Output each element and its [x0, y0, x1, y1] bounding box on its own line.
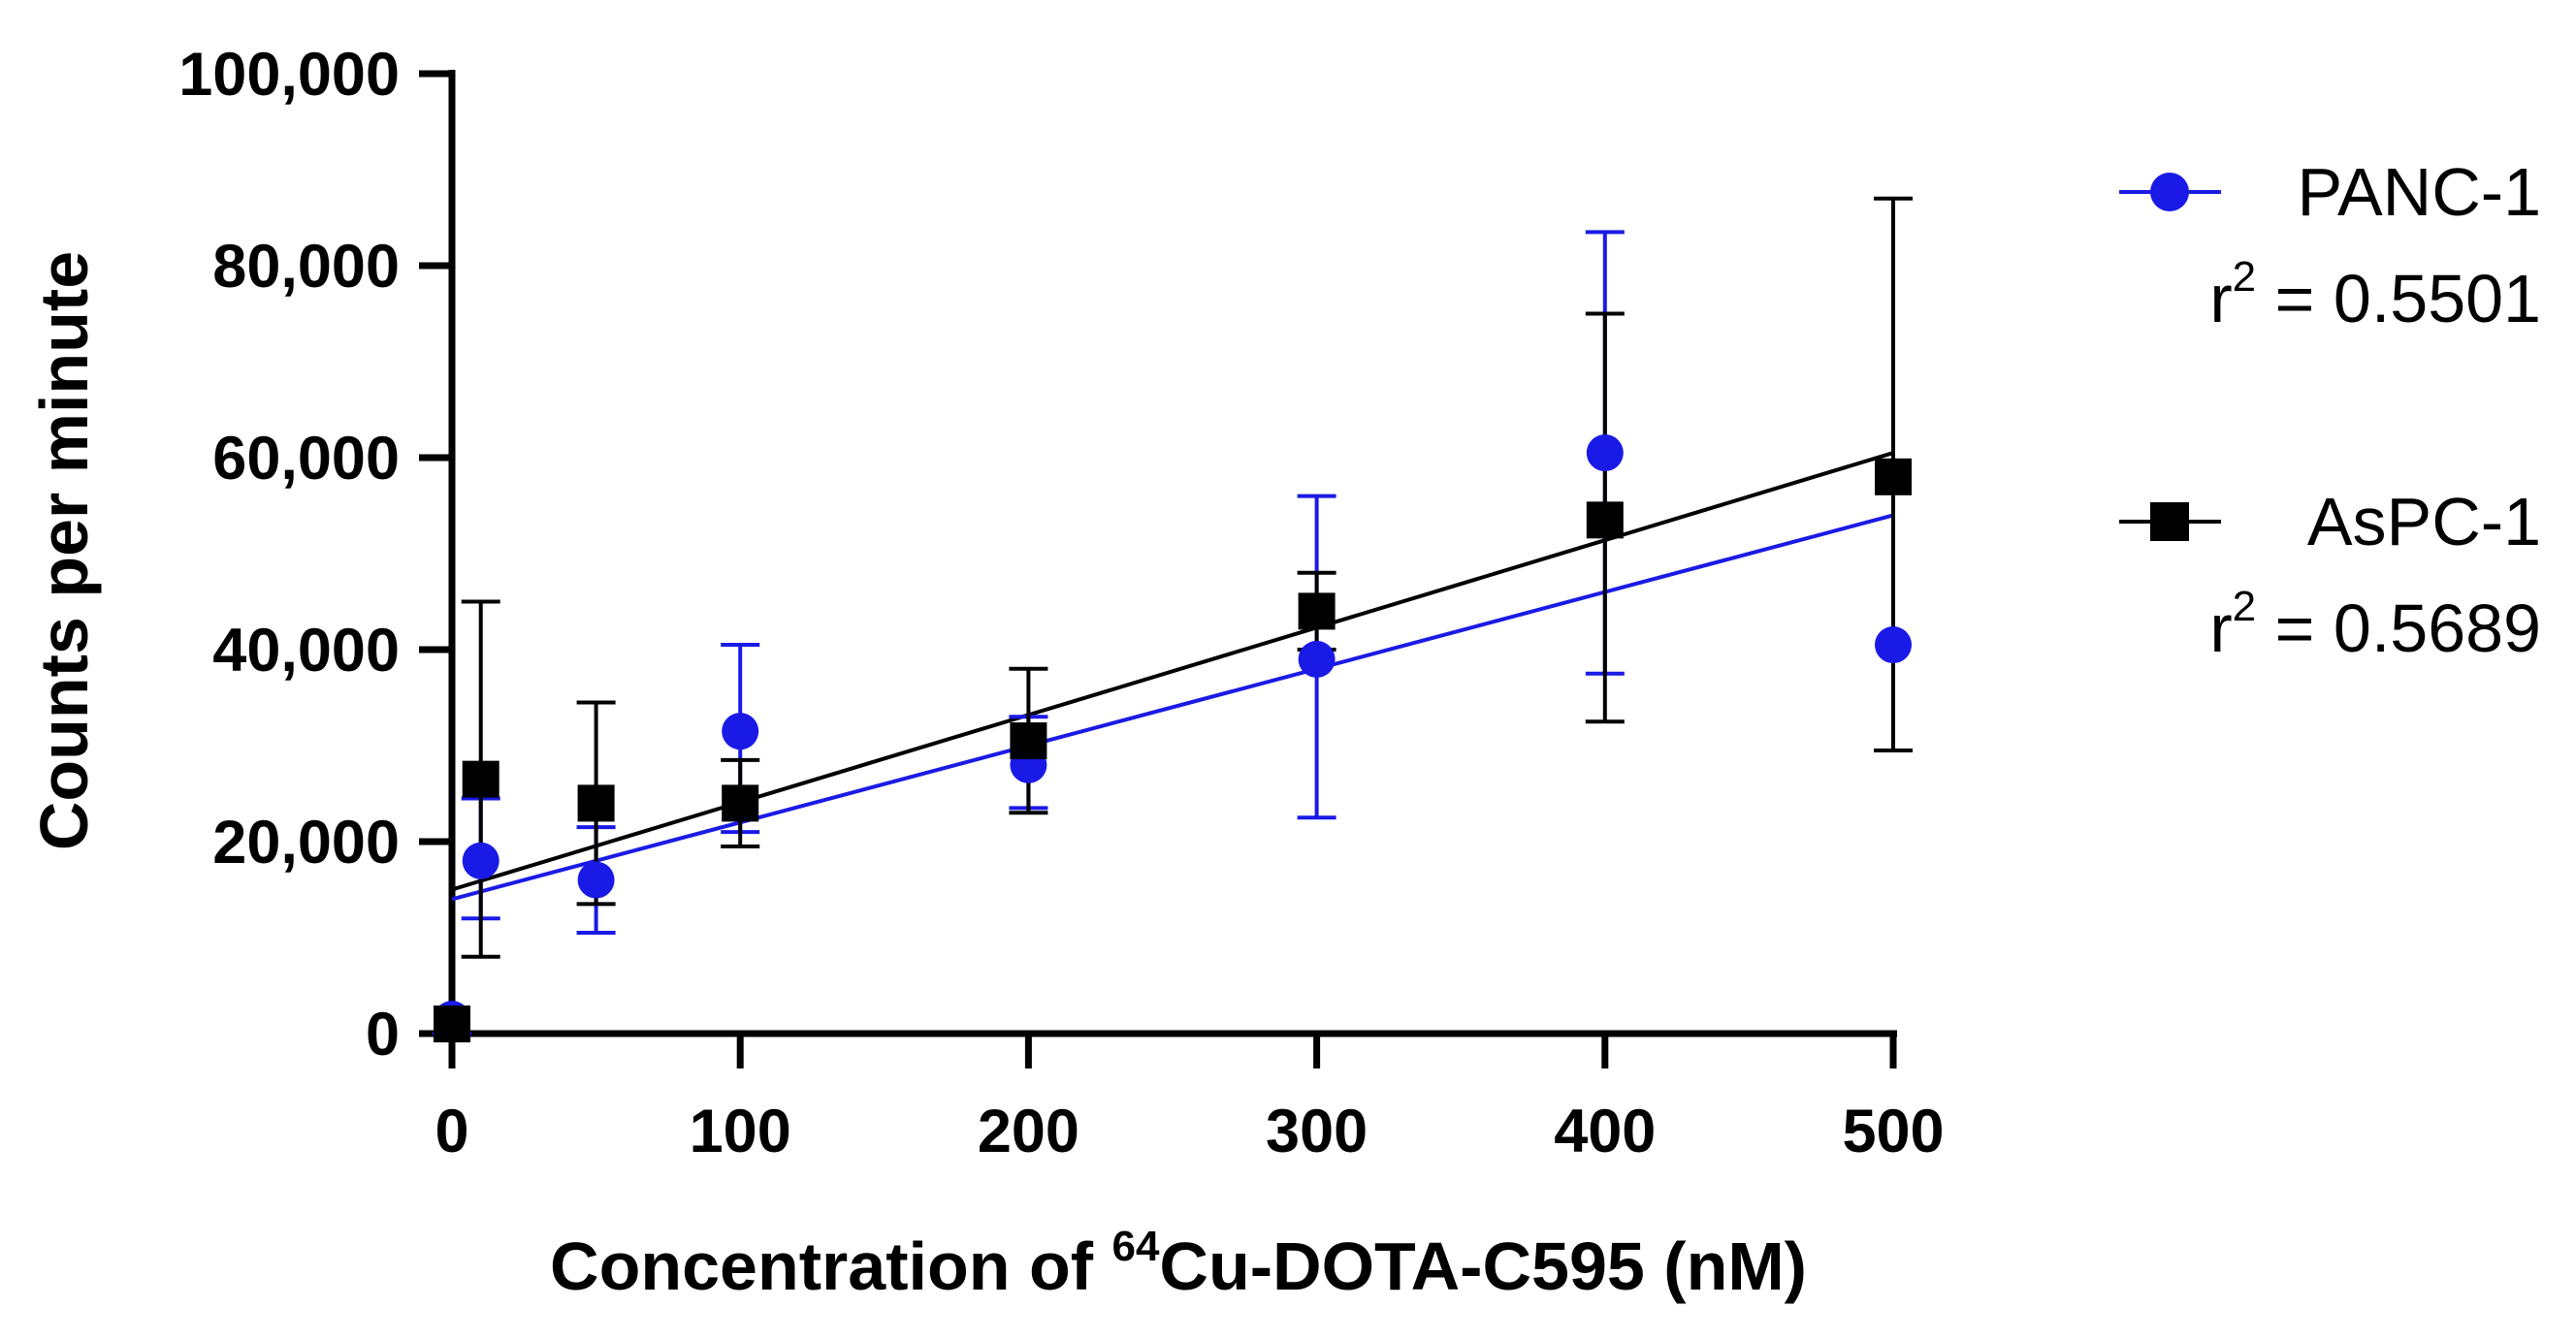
- y-tick-label: 40,000: [212, 617, 400, 685]
- y-tick-label: 0: [366, 1001, 400, 1068]
- x-tick-label: 400: [1554, 1098, 1656, 1165]
- y-tick-label: 80,000: [212, 233, 400, 301]
- x-tick-label: 100: [690, 1098, 791, 1165]
- data-point-panc1: [722, 713, 759, 750]
- legend-r2-aspc1: r2 = 0.5689: [2209, 583, 2541, 666]
- x-axis-title-superscript: 64: [1111, 1223, 1159, 1270]
- data-point-panc1: [577, 861, 615, 899]
- data-point-panc1: [1875, 626, 1912, 664]
- x-tick-label: 300: [1266, 1098, 1368, 1165]
- data-point-aspc1: [1010, 722, 1047, 760]
- data-point-aspc1: [577, 784, 615, 822]
- legend-marker-aspc1: [2150, 502, 2189, 541]
- data-point-aspc1: [1586, 501, 1624, 539]
- y-tick-label: 100,000: [178, 41, 400, 109]
- legend-r2-panc1: r2 = 0.5501: [2209, 253, 2541, 336]
- x-tick-label: 200: [978, 1098, 1079, 1165]
- legend-entry-panc1: PANC-1 r2 = 0.5501: [2119, 154, 2541, 336]
- fit-lines: [451, 451, 1894, 902]
- data-point-panc1: [1586, 434, 1624, 472]
- x-ticks: 0 100 200 300 400 500: [435, 1034, 1945, 1165]
- x-tick-label: 0: [435, 1098, 468, 1165]
- markers: [434, 434, 1912, 1043]
- legend: PANC-1 r2 = 0.5501 AsPC-1 r2 = 0.5689: [2119, 154, 2541, 666]
- data-point-aspc1: [434, 1005, 470, 1043]
- legend-marker-panc1: [2150, 173, 2189, 211]
- x-axis-title-prefix: Concentration of: [550, 1228, 1111, 1304]
- x-axis-title: Concentration of 64Cu-DOTA-C595 (nM): [550, 1223, 1807, 1304]
- x-tick-label: 500: [1842, 1098, 1944, 1165]
- data-point-aspc1: [462, 760, 499, 798]
- data-point-panc1: [1298, 640, 1336, 678]
- data-point-aspc1: [722, 784, 759, 822]
- data-point-panc1: [462, 842, 499, 879]
- legend-entry-aspc1: AsPC-1 r2 = 0.5689: [2119, 484, 2541, 666]
- fit-line-panc1: [451, 513, 1894, 902]
- legend-label-panc1: PANC-1: [2297, 154, 2541, 230]
- data-point-aspc1: [1875, 458, 1912, 495]
- y-tick-label: 20,000: [212, 809, 400, 877]
- y-tick-label: 60,000: [212, 425, 400, 493]
- error-bars: [433, 196, 1913, 1036]
- data-point-aspc1: [1298, 592, 1336, 630]
- fit-line-aspc1: [451, 451, 1894, 892]
- legend-label-aspc1: AsPC-1: [2307, 484, 2541, 559]
- y-ticks: 0 20,000 40,000 60,000 80,000 100,000: [178, 41, 452, 1068]
- y-axis-title: Counts per minute: [26, 251, 102, 850]
- x-axis-title-suffix: Cu-DOTA-C595 (nM): [1159, 1228, 1807, 1304]
